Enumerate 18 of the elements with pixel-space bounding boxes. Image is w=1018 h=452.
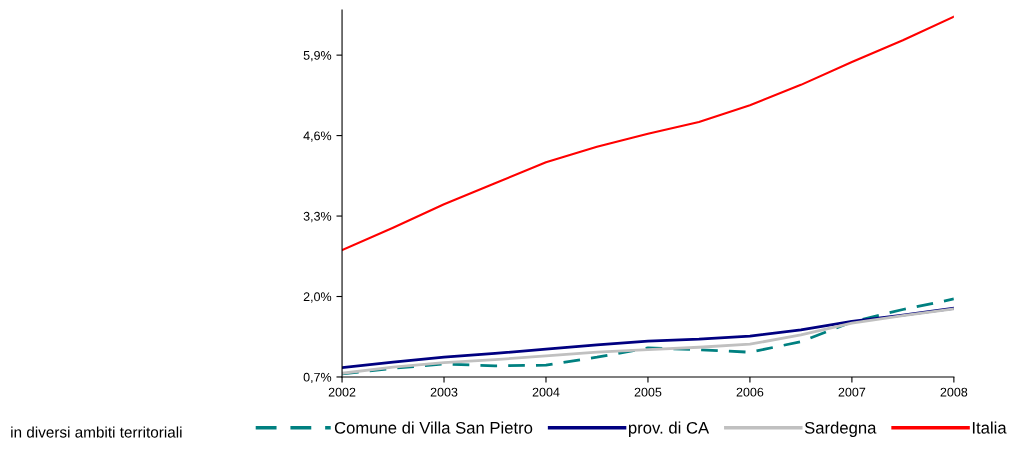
y-tick-label: 2,0% [303, 292, 332, 303]
legend-label: Italia [972, 421, 1007, 434]
x-tick-label: 2005 [634, 387, 662, 397]
x-tick-label: 2002 [328, 387, 356, 397]
line-series [342, 15, 954, 252]
text: in diversi ambiti territoriali [11, 426, 182, 438]
x-tick-label: 2006 [736, 387, 764, 397]
legend-label: prov. di CA [629, 421, 710, 437]
x-tick-label: 2004 [532, 387, 560, 397]
x-tick-label: 2007 [838, 387, 866, 397]
legend-label: Sardegna [804, 421, 877, 437]
y-tick-label: 4,6% [303, 131, 332, 142]
y-tick-label: 5,9% [303, 50, 332, 62]
legend-label: Comune di Villa San Pietro [334, 421, 533, 434]
y-tick-label: 3,3% [303, 211, 332, 223]
x-tick-label: 2003 [430, 387, 458, 397]
y-tick-label: 0,7% [303, 372, 332, 384]
x-tick-label: 2008 [940, 387, 968, 397]
